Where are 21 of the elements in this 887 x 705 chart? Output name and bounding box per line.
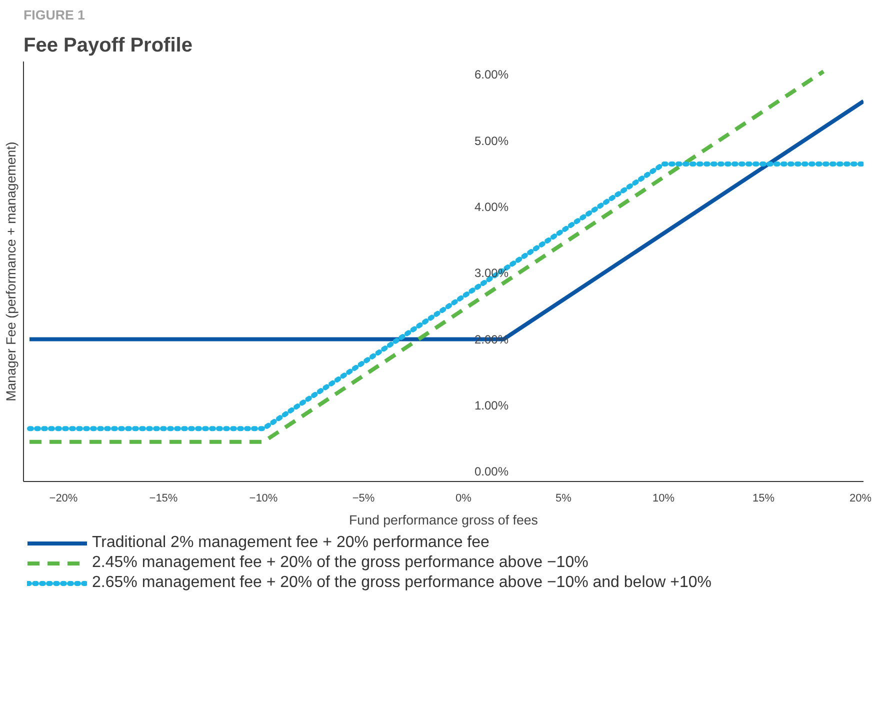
legend-label: Traditional 2% management fee + 20% performance fee — [92, 534, 490, 552]
y-tick-label: 6.00% — [474, 68, 509, 82]
x-tick-label: −20% — [49, 492, 78, 504]
x-tick-label: −10% — [249, 492, 278, 504]
chart-title: Fee Payoff Profile — [24, 34, 192, 56]
x-axis-title: Fund performance gross of fees — [349, 512, 538, 528]
y-tick-label: 0.00% — [474, 464, 509, 479]
x-tick-label: 20% — [849, 492, 872, 504]
x-tick-label: −15% — [149, 492, 178, 504]
legend-label: 2.65% management fee + 20% of the gross performance above −10% and below +10% — [92, 574, 712, 592]
y-axis-title: Manager Fee (performance + management) — [4, 142, 18, 402]
x-tick-label: 15% — [752, 492, 775, 504]
chart-subtitle: FIGURE 1 — [24, 8, 86, 22]
y-tick-label: 4.00% — [474, 200, 509, 214]
x-tick-label: 5% — [556, 492, 572, 504]
y-tick-label: 1.00% — [474, 398, 509, 412]
x-tick-label: 0% — [456, 492, 472, 504]
legend-label: 2.45% management fee + 20% of the gross performance above −10% — [92, 554, 588, 572]
x-tick-label: −5% — [352, 492, 375, 504]
y-tick-label: 5.00% — [474, 134, 509, 148]
x-tick-label: 10% — [652, 492, 675, 504]
